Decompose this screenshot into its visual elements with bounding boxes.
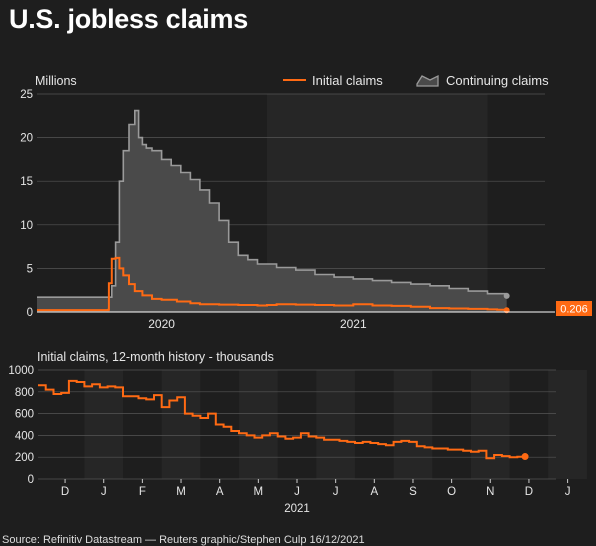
- x-tick-label: 2020: [148, 317, 175, 331]
- y-tick-label: 200: [15, 452, 34, 464]
- y-tick-label: 400: [15, 430, 34, 442]
- month-label: J: [101, 486, 107, 498]
- month-band: [161, 370, 201, 479]
- month-label: J: [333, 486, 339, 498]
- month-band: [393, 370, 433, 479]
- continuing-claims-line: [37, 109, 508, 298]
- y-tick-label: 600: [15, 409, 34, 421]
- y-tick-label: 1000: [8, 365, 34, 377]
- month-label: A: [370, 486, 378, 498]
- initial-claims-history-last-point: [521, 453, 529, 461]
- legend-continuing-label: Continuing claims: [446, 73, 549, 88]
- month-band: [239, 370, 278, 479]
- month-label: M: [176, 486, 186, 498]
- page-title: U.S. jobless claims: [9, 4, 248, 34]
- y-axis-label: Millions: [35, 74, 77, 88]
- continuing-claims-last-point: [503, 292, 510, 299]
- x-tick-label: 2021: [340, 317, 367, 331]
- source-credit: Source: Refinitiv Datastream — Reuters g…: [2, 534, 365, 546]
- last-value-label: 0.206: [560, 304, 588, 316]
- month-band: [316, 370, 355, 479]
- initial-claims-history-line: [38, 379, 527, 460]
- month-label: S: [409, 486, 417, 498]
- y-tick-label: 800: [15, 387, 34, 399]
- y-tick-label: 0: [28, 474, 34, 486]
- month-label: O: [447, 486, 456, 498]
- last-value-badge: [556, 301, 592, 316]
- initial-claims-12-month-chart: Initial claims, 12-month history - thous…: [8, 350, 587, 515]
- month-label: F: [139, 486, 146, 498]
- legend-initial-label: Initial claims: [312, 73, 383, 88]
- y-tick-label: 10: [20, 220, 33, 232]
- bottom-chart-title: Initial claims, 12-month history - thous…: [37, 350, 274, 364]
- y-tick-label: 0: [27, 307, 33, 319]
- y-tick-label: 20: [20, 133, 33, 145]
- legend-continuing-swatch: [416, 74, 439, 87]
- y-tick-label: 15: [20, 176, 33, 188]
- initial-claims-line: [37, 256, 508, 312]
- month-label: J: [565, 486, 571, 498]
- month-band: [470, 370, 510, 479]
- month-label: D: [61, 486, 69, 498]
- month-label: A: [216, 486, 224, 498]
- month-label: M: [254, 486, 264, 498]
- month-label: N: [486, 486, 494, 498]
- continuing-claims-area: [37, 110, 507, 312]
- y-tick-label: 25: [20, 89, 33, 101]
- month-label: J: [294, 486, 300, 498]
- year-label: 2021: [284, 503, 310, 515]
- month-label: D: [525, 486, 533, 498]
- month-band: [548, 370, 587, 479]
- y-tick-label: 5: [27, 263, 33, 275]
